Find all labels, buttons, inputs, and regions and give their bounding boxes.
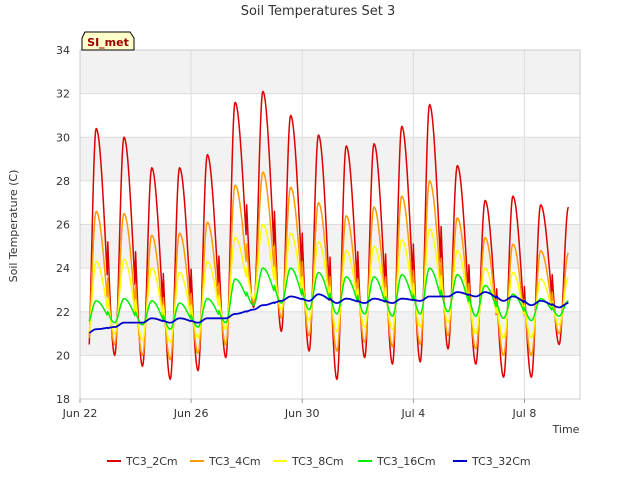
y-tick-label: 18 (56, 393, 70, 406)
legend-label: TC3_4Cm (208, 455, 261, 468)
legend-label: TC3_32Cm (471, 455, 531, 468)
x-tick-label: Jun 26 (173, 407, 209, 420)
x-tick-label: Jun 22 (62, 407, 98, 420)
y-tick-label: 20 (56, 349, 70, 362)
series-layer (88, 90, 570, 381)
x-axis-label: Time (552, 423, 580, 436)
y-tick-label: 34 (56, 44, 70, 57)
y-axis-label: Soil Temperature (C) (7, 170, 20, 283)
plot-band (80, 137, 580, 181)
plot-bands (80, 50, 580, 356)
legend: TC3_2Cm TC3_4Cm TC3_8Cm TC3_16Cm TC3_32Cm (107, 455, 531, 468)
y-tick-label: 24 (56, 262, 70, 275)
x-axis-ticks: Jun 22 Jun 26 Jun 30 Jul 4 Jul 8 (62, 399, 537, 420)
y-tick-label: 32 (56, 88, 70, 101)
station-tag: SI_met (81, 31, 135, 51)
chart-title: Soil Temperatures Set 3 (241, 4, 396, 19)
x-tick-label: Jul 8 (512, 407, 537, 420)
legend-label: TC3_16Cm (376, 455, 436, 468)
series-line-tc3-16cm (88, 267, 569, 330)
y-tick-label: 22 (56, 306, 70, 319)
legend-label: TC3_8Cm (291, 455, 344, 468)
y-axis-ticks: 18 20 22 24 26 28 30 32 34 (56, 44, 70, 406)
x-tick-label: Jun 30 (284, 407, 320, 420)
y-tick-label: 26 (56, 219, 70, 232)
y-tick-label: 30 (56, 131, 70, 144)
legend-label: TC3_2Cm (125, 455, 178, 468)
y-tick-label: 28 (56, 175, 70, 188)
x-tick-label: Jul 4 (400, 407, 425, 420)
station-tag-label: SI_met (87, 36, 129, 49)
station-tag-box (81, 31, 135, 51)
plot-band (80, 50, 580, 94)
plot-frame (79, 49, 581, 400)
series-line-tc3-2cm (88, 90, 570, 381)
series-line-tc3-32cm (88, 291, 569, 334)
